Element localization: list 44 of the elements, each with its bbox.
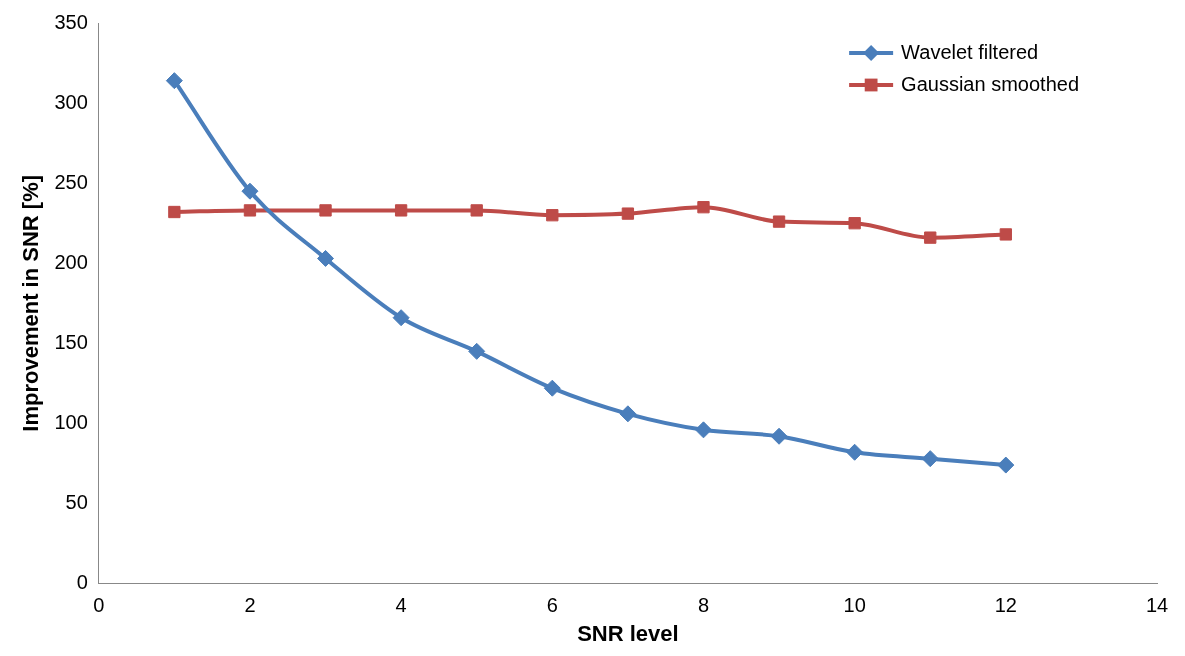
point	[392, 309, 410, 327]
point	[241, 182, 259, 200]
point	[394, 204, 408, 217]
y-tick-label: 100	[54, 410, 88, 433]
x-tick-label: 14	[1145, 594, 1169, 617]
legend-label: Wavelet filtered	[901, 40, 1039, 63]
x-axis-title: SNR level	[577, 620, 679, 646]
point	[468, 342, 486, 360]
y-tick-label: 250	[54, 170, 88, 193]
y-tick-label: 300	[54, 90, 88, 113]
point	[168, 205, 181, 219]
legend-label: Gaussian smoothed	[901, 72, 1080, 95]
point	[697, 201, 710, 214]
point	[772, 215, 786, 228]
point	[924, 231, 937, 244]
point	[317, 249, 335, 267]
y-tick-label: 150	[54, 330, 88, 353]
y-tick-label: 350	[54, 10, 88, 33]
y-tick-label: 50	[65, 491, 88, 514]
x-tick-label: 10	[843, 594, 866, 617]
point	[921, 450, 939, 468]
x-tick-label: 6	[546, 594, 558, 617]
x-tick-label: 12	[994, 594, 1017, 617]
point	[997, 456, 1015, 474]
point	[846, 443, 864, 461]
point	[770, 427, 788, 445]
y-axis-title: Improvement in SNR [%]	[18, 174, 44, 432]
x-tick-label: 4	[395, 594, 407, 617]
point	[546, 209, 559, 222]
point	[165, 72, 183, 90]
y-tick-label: 200	[54, 250, 88, 273]
y-tick-label: 0	[76, 571, 88, 594]
x-tick-label: 0	[93, 594, 105, 617]
point	[999, 228, 1012, 241]
point	[319, 204, 332, 217]
point	[621, 207, 635, 220]
point	[543, 379, 561, 397]
x-tick-label: 2	[244, 594, 256, 617]
point	[694, 421, 712, 439]
point	[848, 217, 861, 230]
point	[243, 204, 257, 217]
point	[619, 405, 637, 423]
x-tick-label: 8	[697, 594, 710, 617]
point	[470, 204, 483, 217]
